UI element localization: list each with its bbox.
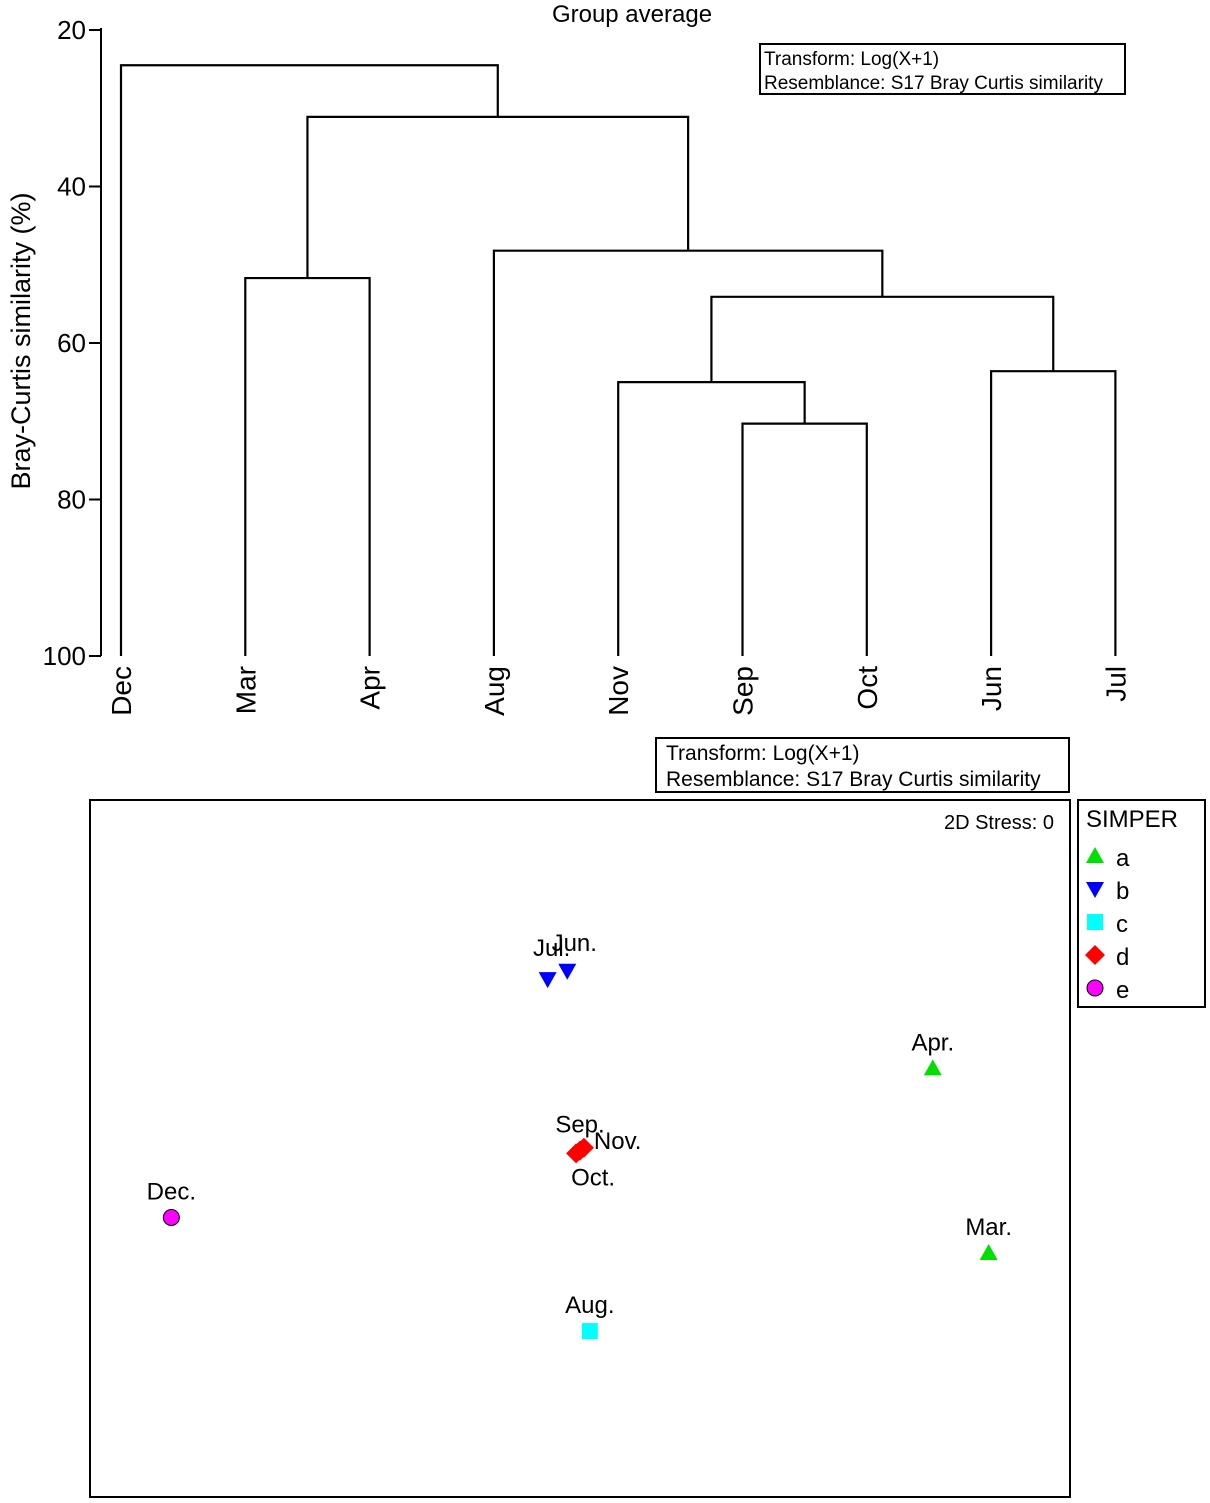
point-label-sep: Sep. xyxy=(555,1112,604,1139)
leaf-label-nov: Nov xyxy=(603,666,634,716)
point-label-nov: Nov. xyxy=(594,1128,642,1155)
mds-info-transform: Transform: Log(X+1) xyxy=(666,742,860,765)
point-label-mar: Mar. xyxy=(965,1214,1012,1241)
point-oct xyxy=(566,1143,587,1164)
leaf-label-apr: Apr xyxy=(355,666,386,710)
dendrogram-merge-7 xyxy=(306,115,690,279)
point-jun xyxy=(558,963,577,980)
mds-chart: Transform: Log(X+1) Resemblance: S17 Bra… xyxy=(89,737,1206,1498)
legend-label-e: e xyxy=(1116,977,1129,1004)
dendrogram-title: Group average xyxy=(552,1,712,28)
mds-info-box-frame xyxy=(655,737,1070,793)
legend-marker-e xyxy=(1086,979,1104,997)
leaf-label-jun: Jun xyxy=(976,666,1007,711)
leaf-label-aug: Aug xyxy=(479,666,510,716)
legend-label-c: c xyxy=(1116,911,1128,938)
point-apr xyxy=(923,1059,942,1076)
mds-points xyxy=(162,963,998,1340)
leaf-label-dec: Dec xyxy=(106,666,137,716)
y-tick-label-40: 40 xyxy=(57,172,86,202)
leaf-label-oct: Oct xyxy=(852,666,883,710)
dendrogram-merge-3 xyxy=(990,370,1117,656)
point-aug xyxy=(581,1323,598,1340)
point-label-dec: Dec. xyxy=(147,1179,196,1206)
mds-info-resemblance: Resemblance: S17 Bray Curtis similarity xyxy=(666,768,1041,791)
legend-label-a: a xyxy=(1116,845,1130,872)
dendrogram-branches xyxy=(119,64,1117,656)
y-tick-label-80: 80 xyxy=(57,485,86,515)
mds-info-box: Transform: Log(X+1) Resemblance: S17 Bra… xyxy=(655,737,1070,793)
dendrogram-merge-5 xyxy=(244,276,371,656)
legend-marker-a xyxy=(1086,847,1104,863)
legend-marker-d xyxy=(1085,945,1105,965)
point-dec xyxy=(162,1209,180,1227)
point-label-oct: Oct. xyxy=(571,1164,615,1191)
legend-marker-c xyxy=(1087,914,1103,930)
legend-label-b: b xyxy=(1116,878,1129,905)
legend-title: SIMPER xyxy=(1086,806,1178,833)
legend-frame xyxy=(1077,799,1206,1008)
legend-label-d: d xyxy=(1116,944,1129,971)
point-label-jun: Jun. xyxy=(552,930,597,957)
point-label-jul: Jul. xyxy=(533,935,570,962)
dendrogram-info-resemblance: Resemblance: S17 Bray Curtis similarity xyxy=(764,73,1103,94)
mds-stress-label: 2D Stress: 0 xyxy=(944,812,1054,834)
point-mar xyxy=(979,1244,998,1261)
dendrogram-merge-1 xyxy=(741,422,868,656)
point-label-apr: Apr. xyxy=(911,1029,954,1056)
dendrogram-y-axis-label: Bray-Curtis similarity (%) xyxy=(6,193,36,490)
leaf-label-mar: Mar xyxy=(230,666,261,714)
dendrogram-merge-8 xyxy=(119,64,499,656)
y-tick-label-100: 100 xyxy=(43,641,86,671)
dendrogram-merge-4 xyxy=(710,295,1055,383)
dendrogram-info-transform: Transform: Log(X+1) xyxy=(764,49,939,70)
y-tick-label-60: 60 xyxy=(57,328,86,358)
leaf-label-sep: Sep xyxy=(728,666,759,716)
dendrogram-info-box: Transform: Log(X+1) Resemblance: S17 Bra… xyxy=(759,43,1126,95)
dendrogram-leaf-labels: Dec Mar Apr Aug Nov Sep Oct Jun Jul xyxy=(106,666,1131,716)
dendrogram-info-box-frame xyxy=(759,43,1126,95)
legend-marker-b xyxy=(1086,882,1104,898)
point-jul xyxy=(538,972,557,989)
leaf-label-jul: Jul xyxy=(1100,666,1131,702)
point-label-aug: Aug. xyxy=(565,1292,614,1319)
dendrogram-y-ticks: 20 40 60 80 100 xyxy=(43,15,101,671)
y-tick-label-20: 20 xyxy=(57,15,86,45)
dendrogram-merge-6 xyxy=(492,249,884,656)
mds-point-labels: Jul.Jun. Apr. Sep.Nov. Oct. Dec. Mar. Aug. xyxy=(147,930,1012,1319)
dendrogram-chart: Group average 20 40 60 80 100 Bray-Curtis si… xyxy=(6,1,1131,716)
